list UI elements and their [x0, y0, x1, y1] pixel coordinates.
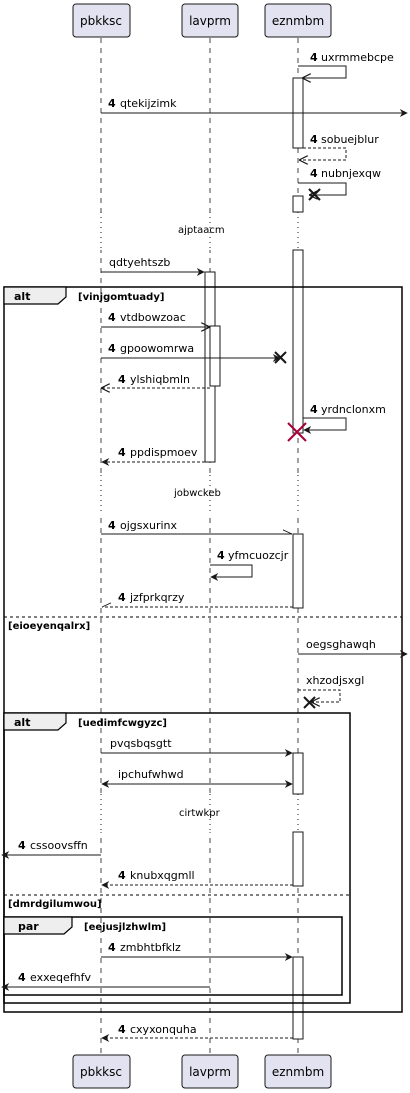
message-number: 4	[310, 403, 318, 416]
message-label: ppdispmoev	[130, 446, 198, 459]
message-label: yrdnclonxm	[321, 403, 386, 416]
activation-bar	[209, 325, 221, 387]
message-number: 4	[108, 941, 116, 954]
delay-label: jobwckeb	[173, 488, 221, 499]
message-number: 4	[118, 373, 126, 386]
participants-bottom: pbkksc lavprm eznmbm	[72, 1054, 332, 1089]
fragment-keyword: par	[18, 920, 39, 933]
participant-box[interactable]	[264, 1054, 332, 1089]
message-number: 4	[108, 342, 116, 355]
message-arrow	[298, 689, 341, 702]
delay-label: ajptaacm	[178, 225, 225, 236]
message-label: oegsghawqh	[306, 638, 376, 651]
participant-box[interactable]	[181, 3, 239, 38]
message-label: gpoowomrwa	[120, 342, 194, 355]
fragment-tab	[3, 286, 67, 305]
message-arrow	[298, 65, 347, 78]
message-number: 4	[310, 167, 318, 180]
message-arrow	[303, 417, 347, 434]
message-label: jzfprkqrzy	[129, 591, 185, 604]
message-number: 4	[18, 971, 26, 984]
participant-label: lavprm	[189, 1065, 231, 1079]
message-arrow	[210, 564, 253, 581]
activation-bar	[292, 752, 304, 795]
fragment-guard: [dmrdgilumwou]	[8, 899, 102, 910]
fragment-guard: [uedimfcwgyzc]	[78, 718, 167, 729]
message-number: 4	[118, 591, 126, 604]
message-number: 4	[118, 1023, 126, 1036]
fragment-guard: [eejusjlzhwlm]	[84, 922, 166, 933]
participant-box[interactable]	[181, 1054, 239, 1089]
delay-labels: ajptaacm jobwckeb cirtwkpr	[173, 225, 225, 819]
message-number: 4	[108, 97, 116, 110]
message-number: 4	[108, 519, 116, 532]
message-number: 4	[118, 446, 126, 459]
message-label: knubxqgmll	[130, 869, 195, 882]
delay-label: cirtwkpr	[179, 808, 221, 819]
activation-bar	[292, 831, 304, 887]
lifelines	[100, 38, 299, 1055]
message-arrow	[298, 182, 347, 195]
participant-box[interactable]	[72, 1054, 131, 1089]
message-label: cssoovsffn	[30, 839, 88, 852]
message-number: 4	[18, 839, 26, 852]
message-label: exxeqefhfv	[30, 971, 91, 984]
message-label: nubnjexqw	[321, 167, 381, 180]
activation-bar	[292, 249, 304, 434]
message-number: 4	[310, 133, 318, 146]
fragment-tab	[3, 916, 73, 935]
message-label: zmbhtbfklz	[120, 941, 181, 954]
participant-label: eznmbm	[272, 1065, 324, 1079]
message-label: qtekijzimk	[120, 97, 177, 110]
message-label: vtdbowzoac	[120, 311, 186, 324]
message-number: 4	[217, 549, 225, 562]
fragment-keyword: alt	[14, 716, 30, 729]
message-label: ipchufwhwd	[118, 768, 184, 781]
activation-bar	[292, 956, 304, 1040]
messages: 4 uxrmmebcpe 4 qtekijzimk 4 sobuejblur 4…	[1, 51, 408, 1042]
message-number: 4	[118, 869, 126, 882]
activation-bar	[292, 195, 304, 213]
message-label: sobuejblur	[321, 133, 379, 146]
message-label: uxrmmebcpe	[321, 51, 394, 64]
message-number: 4	[108, 311, 116, 324]
fragment-par	[3, 916, 343, 996]
message-label: xhzodjsxgl	[306, 674, 364, 687]
delay-gaps	[60, 212, 360, 832]
fragment-guard: [vinjgomtuady]	[78, 292, 164, 303]
destroy-x-icon	[287, 422, 307, 442]
message-number: 4	[310, 51, 318, 64]
fragment-guard: [eioeyenqalrx]	[8, 621, 90, 632]
message-label: ylshiqbmln	[130, 373, 190, 386]
message-label: pvqsbqsgtt	[110, 737, 172, 750]
message-label: qdtyehtszb	[109, 256, 170, 269]
fragment-keyword: alt	[14, 290, 30, 303]
message-label: cxyxonquha	[130, 1023, 197, 1036]
participant-label: lavprm	[189, 14, 231, 28]
fragment-tab	[3, 712, 67, 731]
participant-label: eznmbm	[272, 14, 324, 28]
activation-bar	[292, 533, 304, 609]
message-arrow	[300, 147, 347, 160]
lost-message-x-icon	[303, 696, 316, 709]
participant-label: pbkksc	[80, 14, 122, 28]
message-label: ojgsxurinx	[120, 519, 178, 532]
fragment-alt-outer	[3, 286, 403, 1013]
participants-top: pbkksc lavprm eznmbm	[72, 3, 332, 38]
fragments: alt [vinjgomtuady] [eioeyenqalrx] alt [u…	[3, 286, 403, 1013]
lost-message-x-icon	[274, 351, 287, 364]
lost-message-x-icon	[308, 188, 321, 201]
participant-label: pbkksc	[80, 1065, 122, 1079]
participant-box[interactable]	[72, 3, 131, 38]
message-label: yfmcuozcjr	[228, 549, 289, 562]
participant-box[interactable]	[264, 3, 332, 38]
